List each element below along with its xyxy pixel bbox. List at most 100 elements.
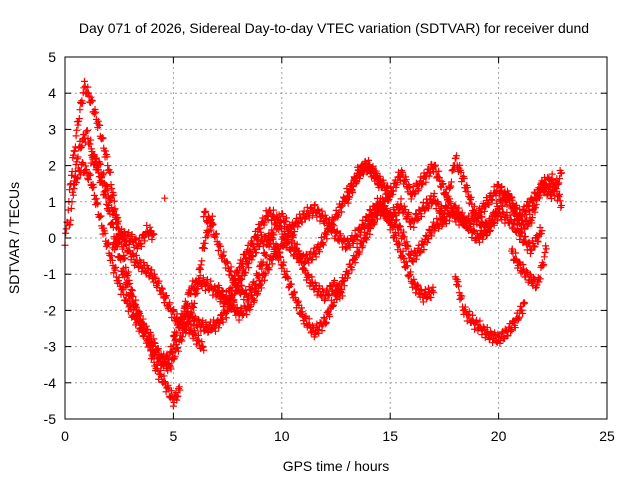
data-point — [114, 277, 122, 285]
data-point — [366, 230, 374, 238]
data-point — [471, 208, 479, 216]
data-point — [111, 212, 119, 220]
data-point — [187, 290, 195, 298]
data-point — [325, 291, 333, 299]
data-point — [396, 223, 404, 231]
data-point — [223, 258, 231, 266]
data-point — [268, 226, 276, 234]
x-axis-label: GPS time / hours — [283, 458, 390, 474]
data-point — [301, 313, 309, 321]
data-point — [277, 253, 285, 261]
data-point — [112, 263, 120, 271]
data-point — [315, 248, 323, 256]
data-point — [80, 84, 88, 92]
data-point — [215, 324, 223, 332]
data-point — [454, 278, 462, 286]
data-point — [403, 241, 411, 249]
data-point — [128, 249, 136, 257]
data-point — [520, 299, 528, 307]
data-point — [528, 214, 536, 222]
data-point — [132, 235, 140, 243]
series-5 — [109, 221, 158, 253]
data-point — [526, 250, 534, 258]
data-point — [243, 259, 251, 267]
data-point — [281, 217, 289, 225]
data-point — [471, 325, 479, 333]
data-point — [132, 251, 140, 259]
data-point — [418, 179, 426, 187]
data-point — [175, 384, 183, 392]
data-point — [453, 152, 461, 160]
data-point — [507, 215, 515, 223]
data-point — [449, 210, 457, 218]
data-point — [526, 270, 534, 278]
data-point — [73, 175, 81, 183]
data-point — [90, 110, 98, 118]
data-point — [481, 207, 489, 215]
data-point — [196, 265, 204, 273]
data-point — [532, 204, 540, 212]
data-point — [214, 247, 222, 255]
data-point — [447, 182, 455, 190]
data-point — [238, 282, 246, 290]
data-point — [322, 215, 330, 223]
data-point — [103, 240, 111, 248]
data-point — [273, 225, 281, 233]
data-point — [171, 352, 179, 360]
data-point — [340, 234, 348, 242]
data-point — [349, 189, 357, 197]
data-point — [243, 311, 251, 319]
data-point — [477, 226, 485, 234]
data-point — [365, 222, 373, 230]
data-point — [363, 236, 371, 244]
data-point — [103, 153, 111, 161]
data-point — [346, 243, 354, 251]
data-point — [287, 229, 295, 237]
data-point — [131, 301, 139, 309]
data-point — [240, 265, 248, 273]
data-point — [137, 239, 145, 247]
data-point — [379, 203, 387, 211]
data-point — [361, 157, 369, 165]
data-point — [430, 288, 438, 296]
data-point — [377, 194, 385, 202]
data-point — [502, 198, 510, 206]
data-point — [483, 323, 491, 331]
data-point — [253, 291, 261, 299]
data-point — [102, 181, 110, 189]
data-point — [300, 265, 308, 273]
data-point — [102, 147, 110, 155]
data-point — [115, 273, 123, 281]
data-point — [538, 227, 546, 235]
data-point — [223, 308, 231, 316]
x-tick-label: 5 — [170, 428, 178, 444]
data-point — [135, 308, 143, 316]
data-point — [535, 194, 543, 202]
data-point — [508, 194, 516, 202]
data-point — [311, 201, 319, 209]
data-point — [245, 264, 253, 272]
data-point — [317, 212, 325, 220]
data-point — [388, 211, 396, 219]
data-point — [521, 208, 529, 216]
data-point — [444, 196, 452, 204]
data-point — [406, 184, 414, 192]
y-tick-label: -5 — [44, 411, 57, 427]
data-point — [407, 195, 415, 203]
data-point — [264, 216, 272, 224]
data-point — [248, 239, 256, 247]
data-point — [330, 277, 338, 285]
data-point — [412, 289, 420, 297]
data-point — [474, 233, 482, 241]
data-point — [124, 268, 132, 276]
data-point — [541, 248, 549, 256]
data-point — [326, 282, 334, 290]
data-point — [486, 227, 494, 235]
data-point — [134, 310, 142, 318]
data-point — [184, 304, 192, 312]
data-point — [178, 337, 186, 345]
data-point — [115, 239, 123, 247]
data-point — [152, 346, 160, 354]
data-point — [259, 258, 267, 266]
data-point — [389, 187, 397, 195]
